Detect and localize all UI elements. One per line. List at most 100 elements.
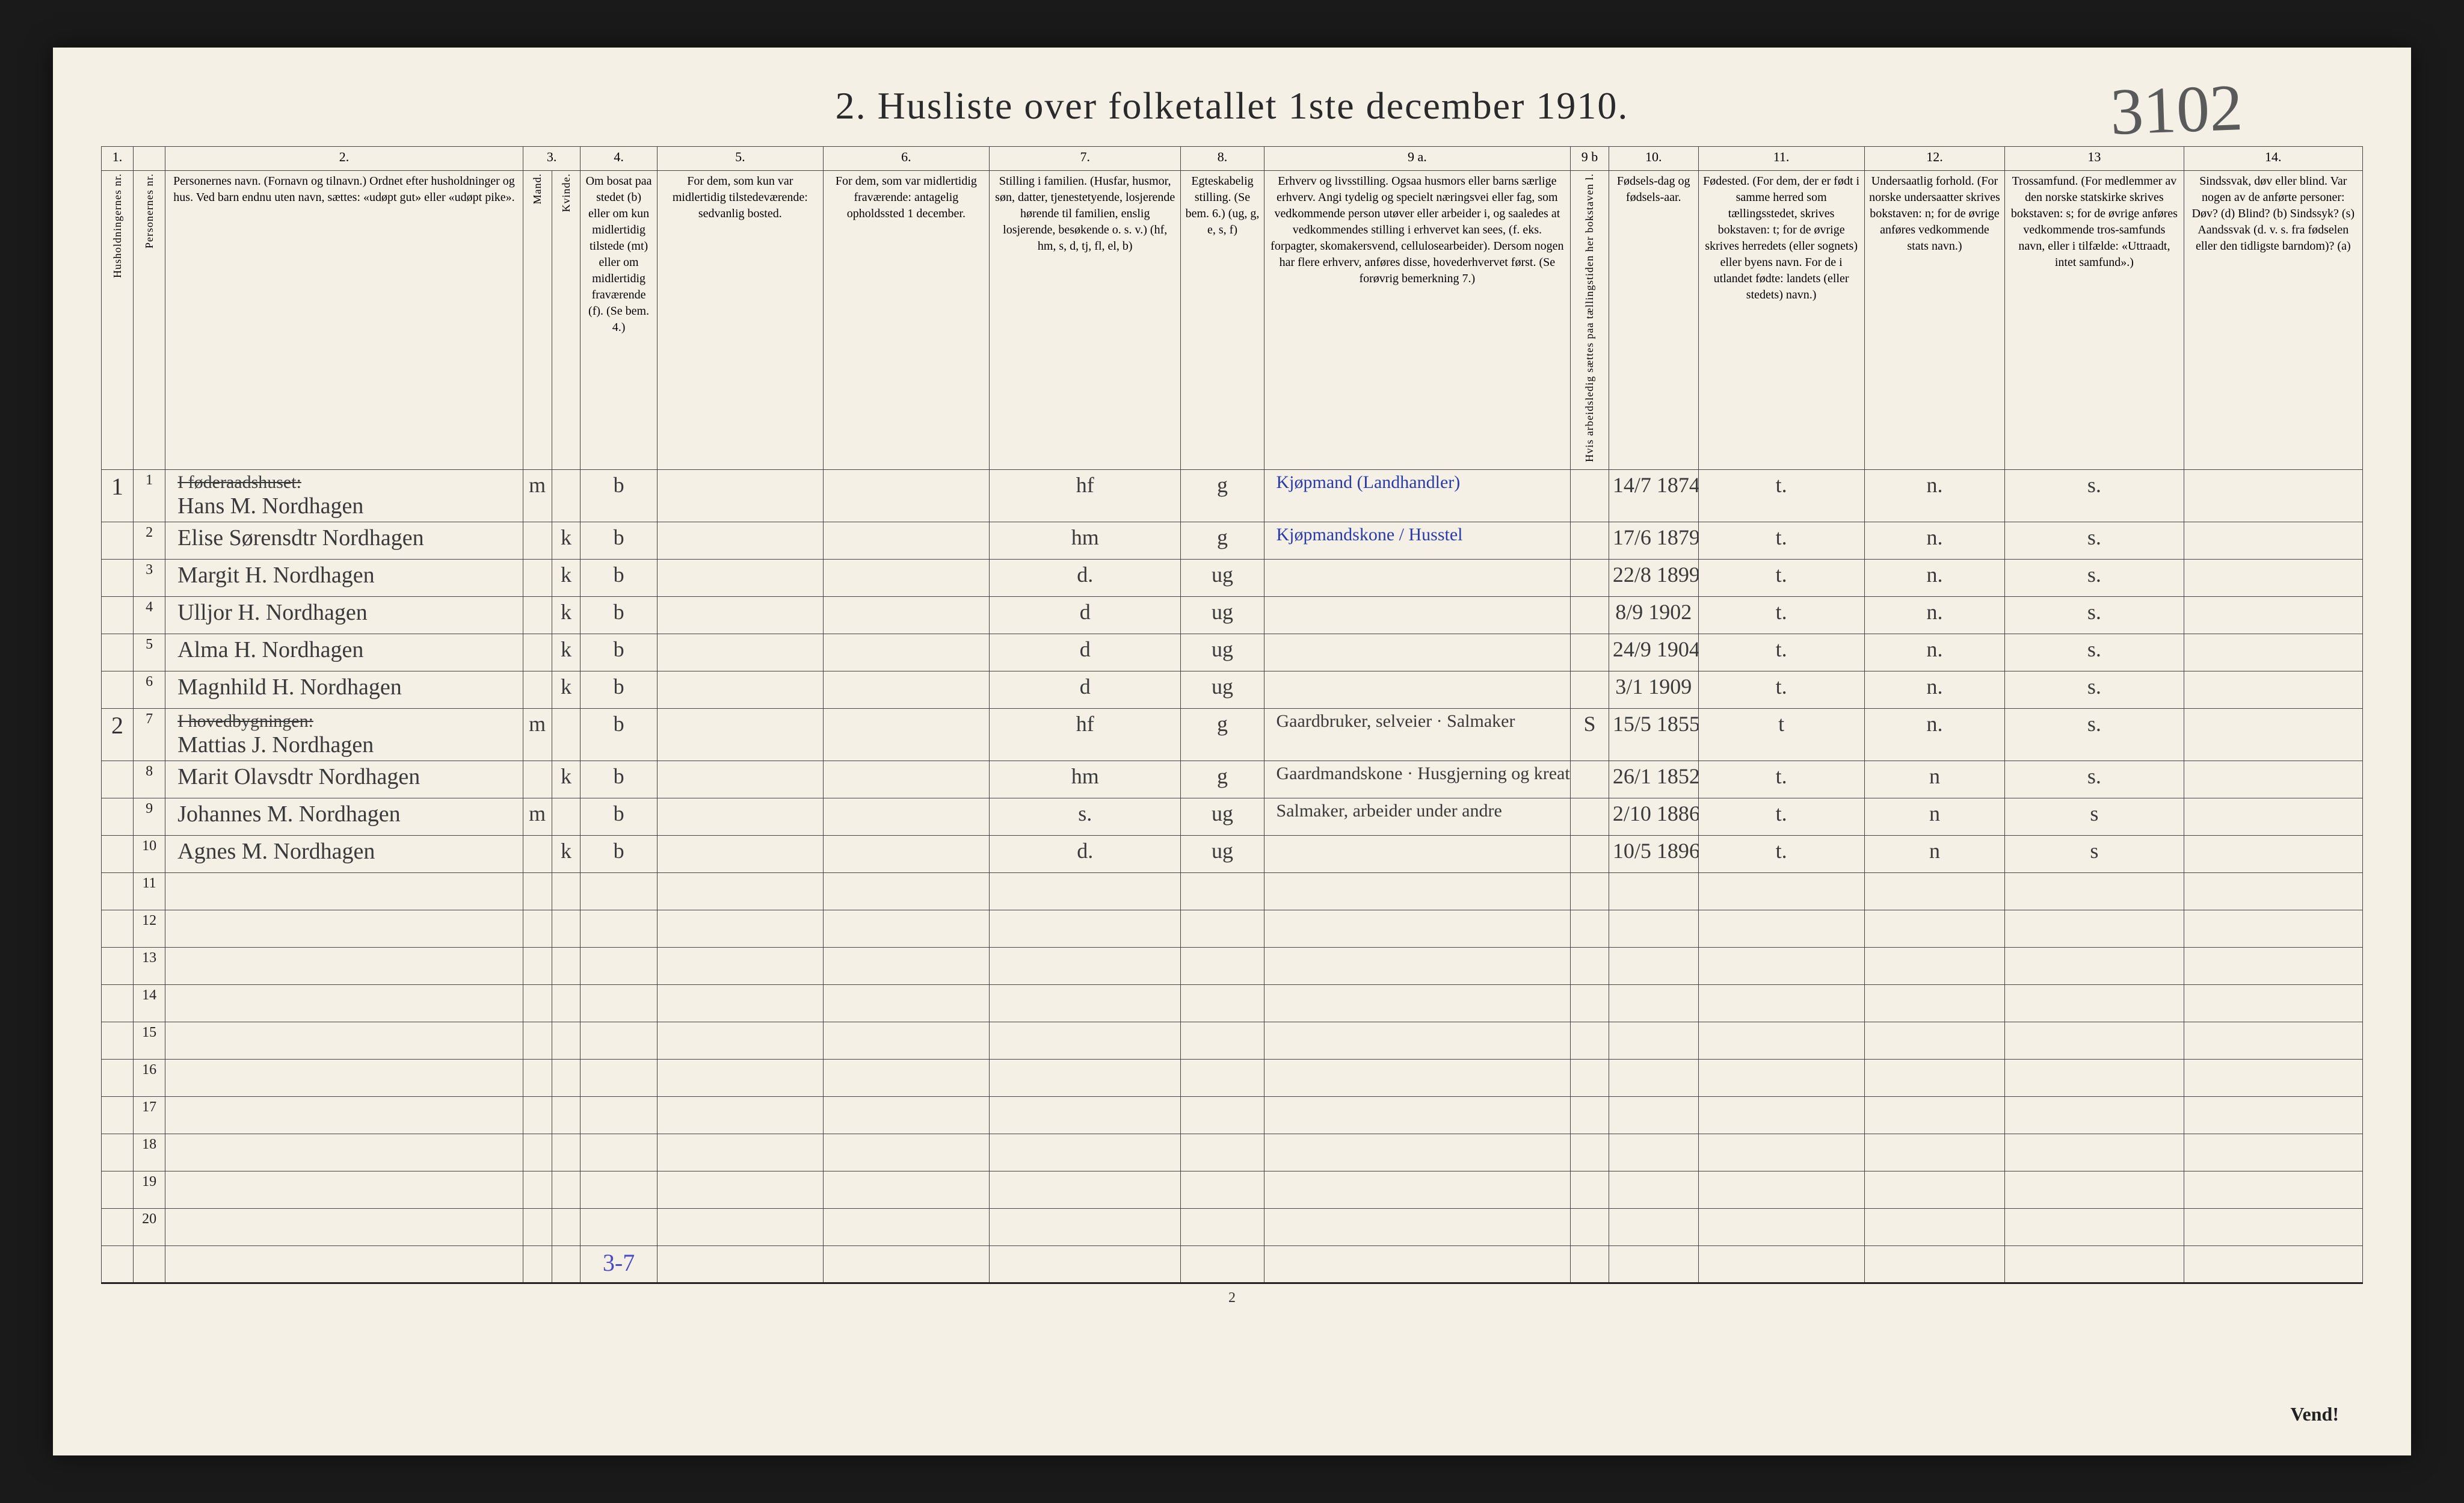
cell-empty [1264, 947, 1571, 984]
coln-8: 8. [1181, 147, 1264, 171]
coln-12: 12. [1864, 147, 2005, 171]
cell-residence: b [581, 522, 657, 559]
cell-empty [1609, 872, 1698, 910]
cell-empty [523, 910, 552, 947]
cell-religion: s. [2005, 708, 2184, 761]
cell-household-nr [102, 596, 134, 634]
cell-empty [1864, 1022, 2005, 1059]
cell-birthdate: 8/9 1902 [1609, 596, 1698, 634]
cell-empty [823, 1208, 989, 1245]
cell-sex-k: k [552, 522, 581, 559]
table-row: 13 [102, 947, 2363, 984]
cell-sex-k: k [552, 671, 581, 708]
cell-person-nr: 11 [134, 872, 165, 910]
cell-empty [552, 1096, 581, 1134]
cell-empty [2005, 1208, 2184, 1245]
cell-birthplace: t. [1698, 559, 1864, 596]
cell-person-nr: 6 [134, 671, 165, 708]
cell-household-nr [102, 910, 134, 947]
cell-empty [1609, 910, 1698, 947]
cell-c6 [823, 469, 989, 522]
cell-household-nr [102, 761, 134, 798]
cell-empty [2005, 1171, 2184, 1208]
cell-religion: s [2005, 835, 2184, 872]
cell-nationality: n. [1864, 596, 2005, 634]
cell-empty [657, 1059, 823, 1096]
cell-household-nr [102, 872, 134, 910]
cell-empty [1698, 1208, 1864, 1245]
cell-birthplace: t. [1698, 671, 1864, 708]
person-name: Mattias J. Nordhagen [177, 732, 374, 758]
cell-empty [1571, 1096, 1609, 1134]
cell-c6 [823, 559, 989, 596]
cell-empty [552, 872, 581, 910]
census-page: 2. Husliste over folketallet 1ste decemb… [53, 48, 2411, 1455]
cell-unemployed [1571, 835, 1609, 872]
cell-empty [1864, 1208, 2005, 1245]
table-body: 11I føderaadshuset:Hans M. Nordhagenmbhf… [102, 469, 2363, 1283]
table-row: 9Johannes M. Nordhagenmbs.ugSalmaker, ar… [102, 798, 2363, 835]
cell-person-nr: 15 [134, 1022, 165, 1059]
cell-empty [1181, 947, 1264, 984]
hdr-household-nr: Husholdningernes nr. [102, 171, 134, 470]
cell-birthplace: t. [1698, 798, 1864, 835]
coln-10: 10. [1609, 147, 1698, 171]
hdr-c6: For dem, som var midlertidig fraværende:… [823, 171, 989, 470]
cell-empty [1609, 947, 1698, 984]
cell-empty [165, 872, 523, 910]
cell-birthdate: 17/6 1879 [1609, 522, 1698, 559]
cell-c6 [823, 671, 989, 708]
cell-sex-m: m [523, 469, 552, 522]
cell-empty [165, 984, 523, 1022]
cell-empty [657, 1208, 823, 1245]
cell-nationality: n. [1864, 559, 2005, 596]
cell-disability [2184, 708, 2362, 761]
cell-empty [552, 1208, 581, 1245]
table-footer-row: 3-7 [102, 1245, 2363, 1283]
cell-household-nr [102, 1208, 134, 1245]
hdr-c10: Fødsels-dag og fødsels-aar. [1609, 171, 1698, 470]
cell-sex-m [523, 761, 552, 798]
cell-disability [2184, 798, 2362, 835]
cell-name: I føderaadshuset:Hans M. Nordhagen [165, 469, 523, 522]
cell-name: Johannes M. Nordhagen [165, 798, 523, 835]
cell-empty [1181, 910, 1264, 947]
cell-unemployed: S [1571, 708, 1609, 761]
cell-family-position: d [989, 671, 1181, 708]
cell-household-nr [102, 1059, 134, 1096]
cell-empty [523, 1059, 552, 1096]
cell-occupation [1264, 559, 1571, 596]
cell-empty [165, 1059, 523, 1096]
cell-birthplace: t [1698, 708, 1864, 761]
table-row: 4Ulljor H. Nordhagenkbdug8/9 1902t.n.s. [102, 596, 2363, 634]
section-label: I føderaadshuset: [177, 472, 519, 493]
cell-empty [823, 984, 989, 1022]
person-name: Elise Sørensdtr Nordhagen [177, 525, 424, 551]
cell-empty [2184, 1059, 2362, 1096]
column-number-row: 1. 2. 3. 4. 5. 6. 7. 8. 9 a. 9 b 10. 11.… [102, 147, 2363, 171]
cell-religion: s [2005, 798, 2184, 835]
person-name: Hans M. Nordhagen [177, 493, 363, 519]
coln-4: 4. [581, 147, 657, 171]
cell-empty [1571, 1208, 1609, 1245]
cell-nationality: n [1864, 798, 2005, 835]
cell-sex-m [523, 634, 552, 671]
cell-marital: ug [1181, 634, 1264, 671]
cell-empty [581, 1208, 657, 1245]
cell-empty [552, 1171, 581, 1208]
cell-person-nr: 10 [134, 835, 165, 872]
cell-household-nr [102, 634, 134, 671]
table-row: 27I hovedbygningen:Mattias J. Nordhagenm… [102, 708, 2363, 761]
cell-empty [989, 872, 1181, 910]
cell-empty [1264, 1171, 1571, 1208]
coln-2: 2. [165, 147, 523, 171]
cell-empty [1609, 1208, 1698, 1245]
coln-5: 5. [657, 147, 823, 171]
hdr-person-nr: Personernes nr. [134, 171, 165, 470]
cell-name: Agnes M. Nordhagen [165, 835, 523, 872]
cell-empty [2184, 984, 2362, 1022]
cell-residence: b [581, 596, 657, 634]
cell-empty [1571, 1022, 1609, 1059]
person-name: Marit Olavsdtr Nordhagen [177, 764, 420, 789]
cell-sex-k: k [552, 596, 581, 634]
